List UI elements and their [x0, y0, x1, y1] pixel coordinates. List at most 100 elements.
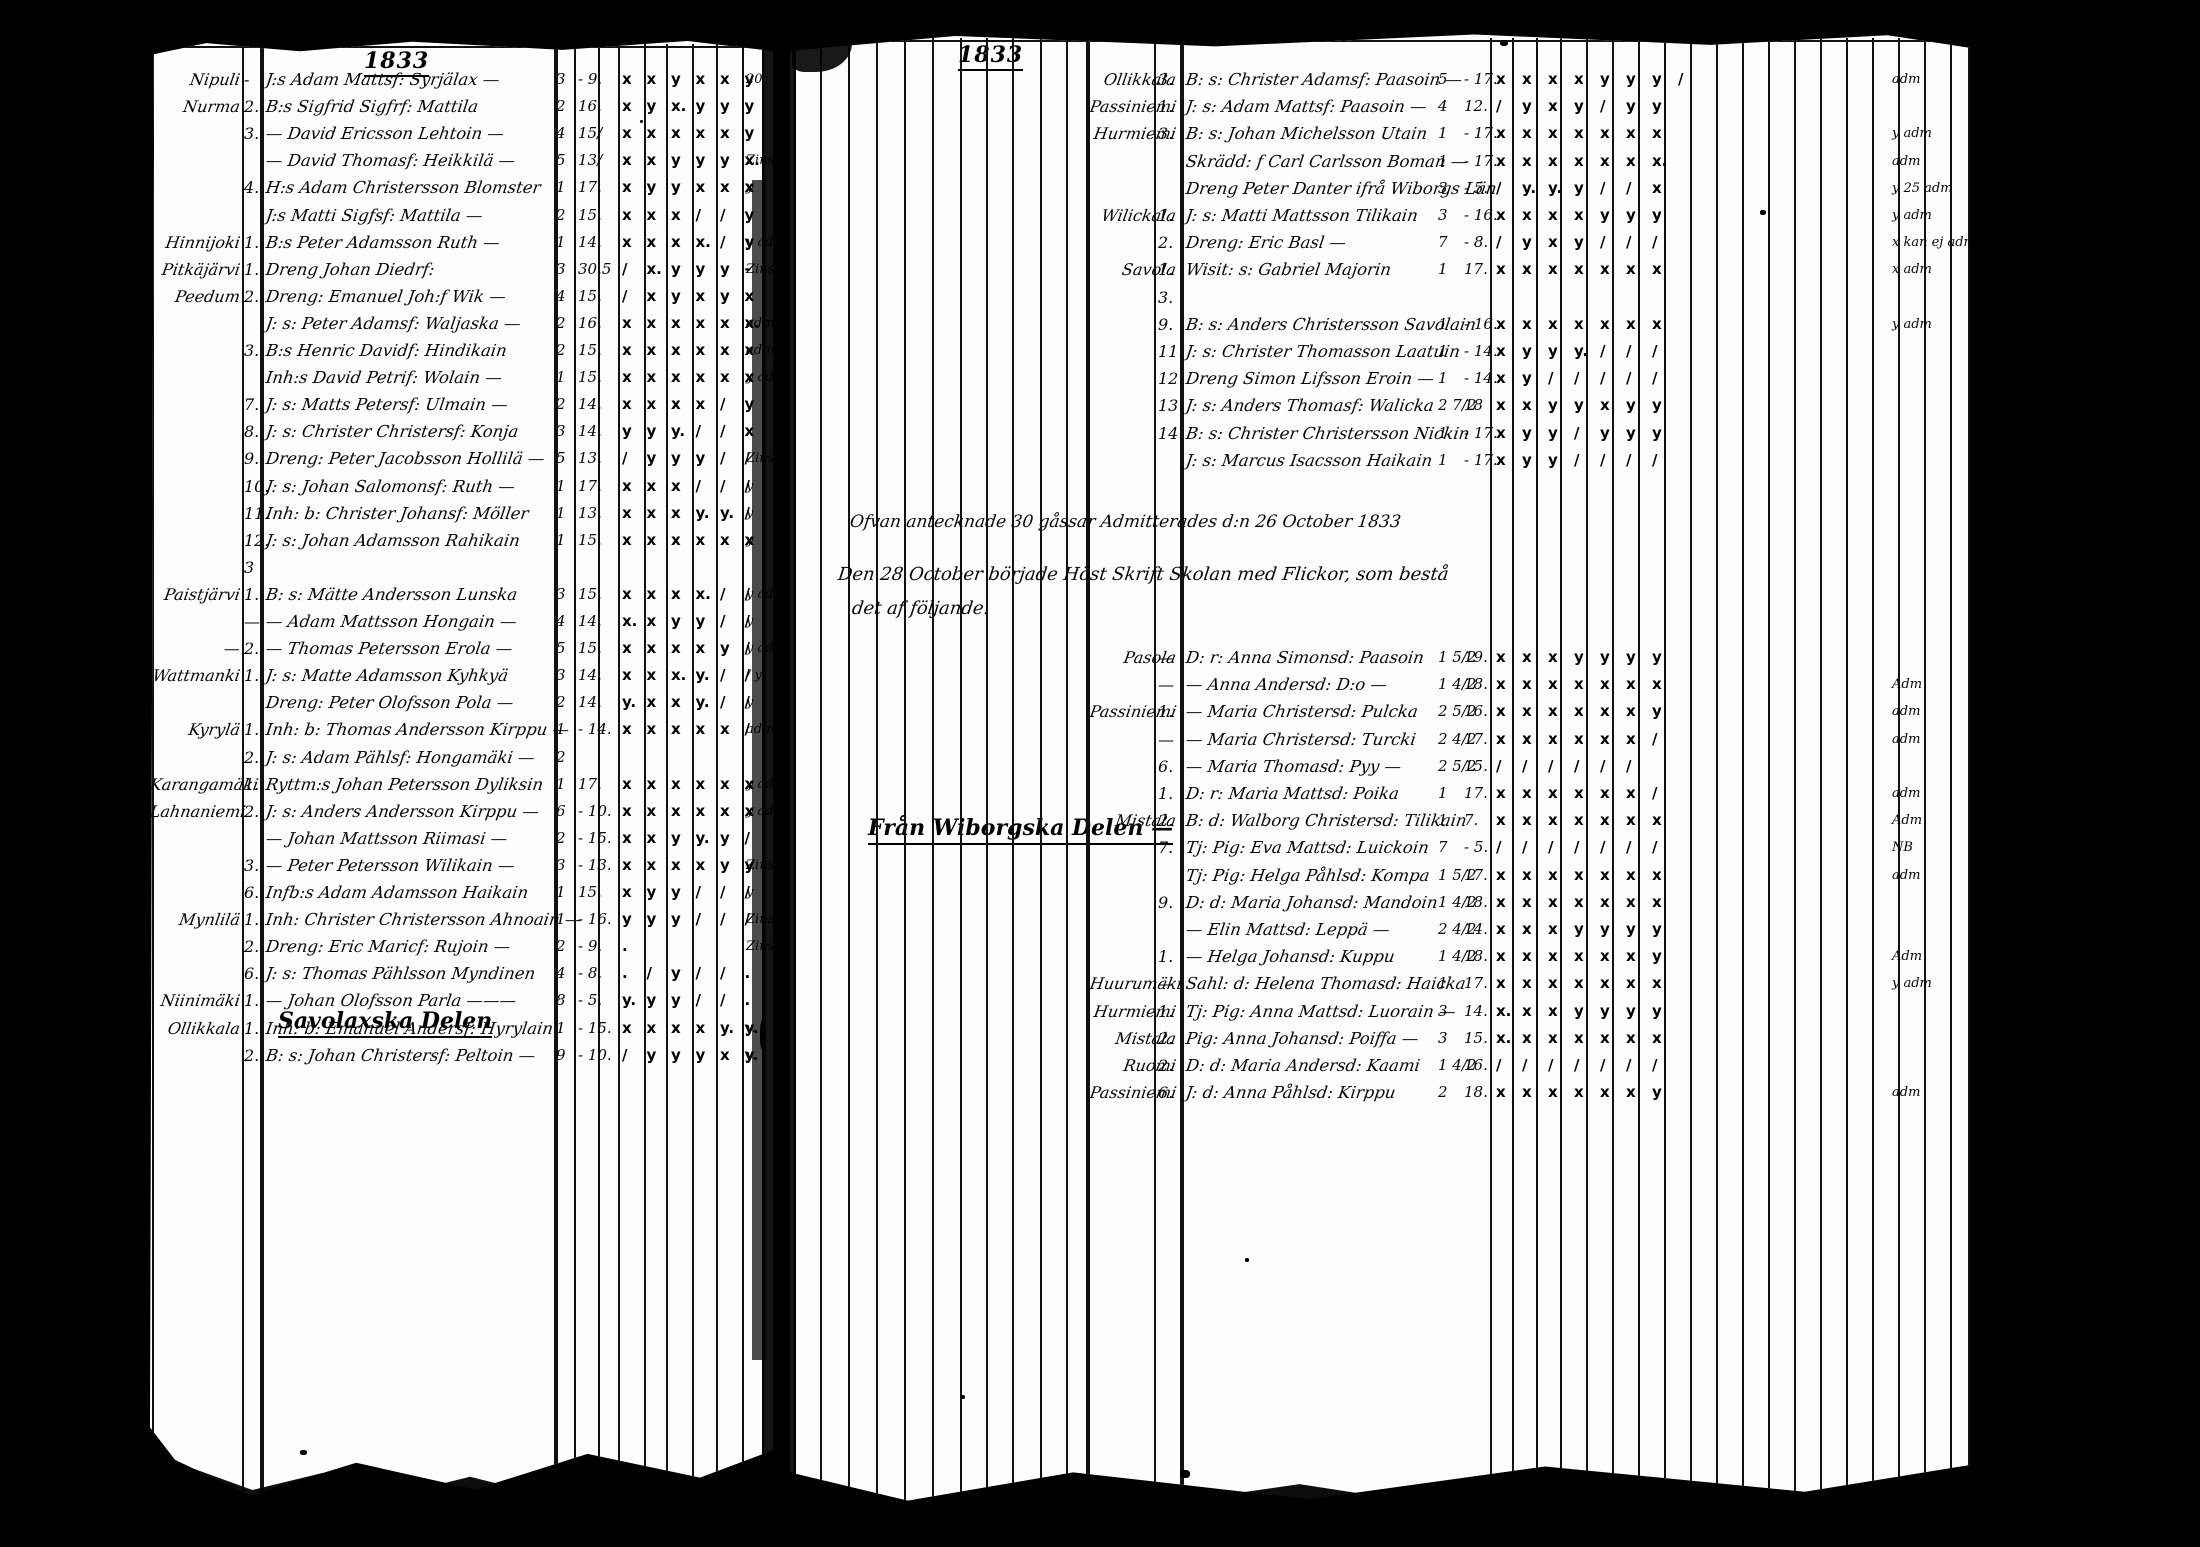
attendance-mark: x: [720, 801, 730, 820]
attendance-mark: y.: [695, 693, 710, 712]
attendance-mark: x: [1626, 702, 1636, 721]
attendance-mark: x: [1574, 865, 1584, 884]
attendance-mark: /: [744, 584, 750, 603]
attendance-mark: x: [646, 801, 657, 820]
attendance-mark: x: [671, 584, 681, 603]
attendance-mark: y: [1548, 450, 1558, 469]
attendance-mark: x: [1522, 811, 1532, 830]
attendance-mark: /: [695, 883, 701, 901]
attendance-mark: x: [1548, 1083, 1558, 1102]
attendance-mark: x: [622, 232, 632, 251]
attendance-mark: x: [720, 341, 730, 359]
household-count-cell: 1: [556, 1018, 566, 1037]
attendance-mark: y.: [1548, 178, 1563, 197]
attendance-mark: x: [744, 286, 755, 305]
attendance-mark: x: [1522, 892, 1532, 911]
attendance-mark: x: [1496, 342, 1506, 360]
age-cell: - 15.: [578, 828, 612, 847]
entry-number-cell: 3.: [244, 855, 260, 875]
household-count-cell: 1: [556, 476, 566, 495]
attendance-mark: y: [671, 612, 681, 630]
attendance-mark: /: [1496, 838, 1502, 857]
attendance-mark: /: [744, 828, 750, 847]
attendance-mark: x: [1626, 1028, 1636, 1047]
attendance-mark: x: [646, 720, 657, 739]
attendance-mark: /: [720, 395, 726, 414]
remark-cell: y: [746, 478, 754, 494]
attendance-mark: /: [1522, 1056, 1528, 1074]
attendance-mark: x: [1600, 702, 1610, 721]
attendance-mark: x: [1496, 920, 1506, 938]
age-cell: - 10.: [578, 1045, 612, 1064]
attendance-mark: /: [1600, 1056, 1606, 1074]
attendance-mark: y: [646, 178, 657, 197]
attendance-mark: x: [1496, 423, 1506, 442]
household-count-cell: 2: [1438, 1083, 1448, 1102]
attendance-mark: /: [622, 286, 628, 305]
attendance-mark: x: [1574, 1028, 1584, 1047]
attendance-mark: x: [622, 855, 632, 874]
attendance-mark: .: [744, 991, 751, 1010]
household-count-cell: 1: [1438, 260, 1448, 279]
person-name-cell: B:s Henric Davidf: Hindikain: [264, 341, 509, 360]
attendance-mark: y: [1574, 648, 1584, 666]
attendance-mark: x: [1600, 675, 1610, 694]
remark-cell: Adm: [1892, 813, 1923, 829]
attendance-mark: x: [622, 666, 632, 685]
attendance-mark: x: [1522, 920, 1532, 938]
attendance-mark: .: [622, 937, 628, 956]
attendance-mark: x: [1522, 1083, 1532, 1102]
person-name-cell: J:s Adam Mattsf: Syrjälax —: [264, 70, 501, 89]
person-name-cell: Dreng: Emanuel Joh:f Wik —: [264, 286, 508, 306]
remark-cell: y.: [746, 1047, 756, 1063]
attendance-mark: /: [1652, 784, 1658, 802]
attendance-mark: x: [695, 639, 706, 658]
entry-number-cell: —: [244, 612, 260, 631]
scan-speckle: [560, 1500, 574, 1510]
attendance-mark: x: [1626, 784, 1636, 802]
household-count-cell: 3: [556, 259, 566, 278]
attendance-mark: x: [671, 476, 681, 495]
attendance-mark: y: [646, 422, 657, 441]
household-count-cell: 2 5/2: [1438, 756, 1477, 775]
attendance-mark: x: [1496, 729, 1506, 748]
age-cell: - 9.: [578, 937, 603, 956]
attendance-mark: y.: [695, 503, 710, 522]
attendance-mark: y: [1652, 648, 1662, 666]
attendance-mark: y: [671, 178, 681, 197]
person-name-cell: Dreng: Eric Maricf: Rujoin —: [264, 937, 512, 957]
age-cell: 17.: [578, 178, 602, 197]
household-count-cell: 1: [1438, 151, 1448, 170]
age-cell: 15.: [578, 530, 602, 549]
attendance-mark: x: [671, 774, 681, 793]
household-count-cell: 3: [1438, 178, 1448, 197]
attendance-mark: /: [1548, 1056, 1554, 1074]
attendance-mark: x: [720, 530, 730, 549]
attendance-mark: x: [622, 151, 632, 170]
attendance-mark: y: [1652, 97, 1662, 116]
household-count-cell: 1: [1438, 124, 1448, 143]
person-name-cell: Wisit: s: Gabriel Majorin: [1184, 260, 1393, 280]
attendance-mark: x: [622, 801, 632, 820]
age-cell: 17.: [1464, 865, 1488, 884]
place-name-cell: Nurma: [181, 97, 242, 117]
place-name-cell: —: [222, 639, 242, 659]
attendance-mark: y: [1522, 342, 1532, 360]
name-column-rule: [1180, 38, 1184, 1501]
household-count-cell: 2: [556, 693, 566, 712]
attendance-mark: x: [1574, 702, 1584, 721]
attendance-mark: x: [1600, 314, 1610, 333]
attendance-mark: y: [720, 855, 730, 874]
attendance-mark: /: [1652, 233, 1658, 252]
person-name-cell: Dreng Simon Lifsson Eroin —: [1184, 369, 1436, 389]
right-page: 1833 Från Wiborgska Delen — Ollikkala 3. B…: [790, 34, 1970, 1501]
household-count-cell: 1: [1438, 450, 1448, 469]
household-count-cell: 1: [556, 232, 566, 251]
entry-number-cell: 6.: [1158, 1083, 1174, 1103]
attendance-mark: x: [646, 584, 657, 603]
age-cell: - 5.: [1464, 178, 1489, 197]
age-cell: 18.: [1464, 1083, 1488, 1102]
attendance-mark: x: [622, 1018, 632, 1037]
age-cell: - 5.: [1464, 838, 1489, 857]
entry-number-cell: 7.: [1158, 838, 1174, 858]
